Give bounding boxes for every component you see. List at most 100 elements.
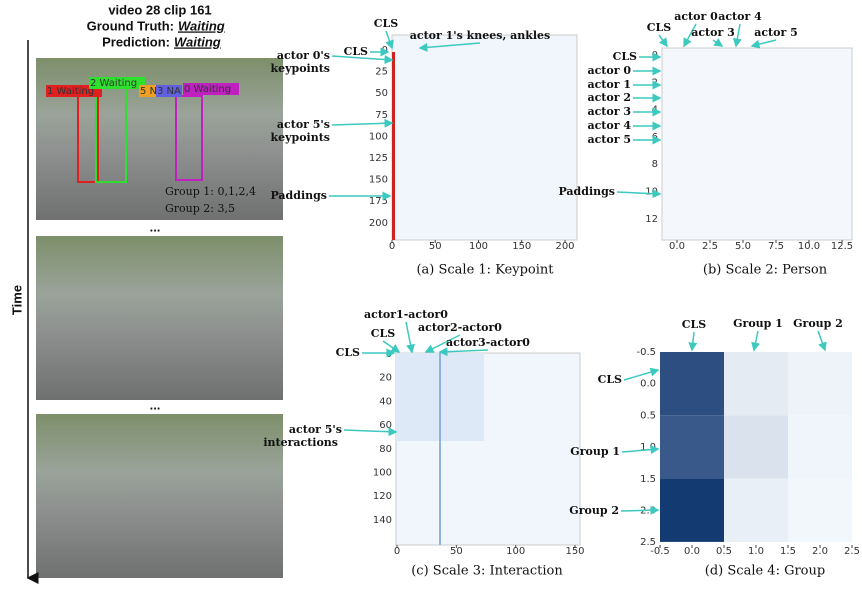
x-tick-label: 0.0 xyxy=(684,546,700,557)
box xyxy=(175,95,203,181)
annotation: actor 5's xyxy=(277,118,330,131)
x-tick-label: 0.0 xyxy=(669,241,685,252)
annotation-arrow xyxy=(424,334,461,353)
frame xyxy=(36,236,283,400)
annotation-arrow xyxy=(620,505,660,515)
annotation-arrow xyxy=(621,445,660,455)
x-tick-label: 150 xyxy=(565,546,584,557)
annotation-arrow xyxy=(683,23,697,48)
label-bg xyxy=(89,77,145,89)
y-tick-label: 0 xyxy=(652,50,658,61)
pred-label: Prediction: xyxy=(102,34,170,49)
annotation-arrow xyxy=(616,189,662,199)
caption: (d) Scale 4: Group xyxy=(705,564,825,579)
annotation: actor 5 xyxy=(587,133,631,146)
x-tick-label: 0 xyxy=(389,241,395,252)
y-tick-label: 125 xyxy=(369,153,388,164)
annotation-arrow xyxy=(623,367,660,381)
annotation-arrow xyxy=(385,30,394,50)
x-tick-label: 200 xyxy=(555,241,574,252)
y-tick-label: 0.5 xyxy=(640,410,656,421)
annotation: CLS xyxy=(682,318,706,331)
annotation-arrow xyxy=(418,42,481,52)
heatmaps xyxy=(391,34,853,546)
annotation: CLS xyxy=(374,17,398,30)
ellipsis: ... xyxy=(150,397,161,412)
annotation: Group 2 xyxy=(569,504,619,517)
x-tick-label: 2.5 xyxy=(844,546,860,557)
x-tick-label: 0 xyxy=(394,546,400,557)
heatmap-cell xyxy=(788,352,852,416)
y-tick-label: 6 xyxy=(652,132,658,143)
y-tick-label: 40 xyxy=(379,396,392,407)
caption: (b) Scale 2: Person xyxy=(703,263,828,278)
y-tick-label: 2.5 xyxy=(640,537,656,548)
pred: Waiting xyxy=(174,34,221,49)
annotation: CLS xyxy=(613,50,637,63)
heatmap-cell xyxy=(788,478,852,542)
annotation: CLS xyxy=(336,346,360,359)
y-tick-label: 150 xyxy=(369,175,388,186)
annotation-arrow xyxy=(750,39,777,49)
x-tick-label: 150 xyxy=(512,241,531,252)
annotation-arrow xyxy=(712,38,724,47)
annotation: actor 1's knees, ankles xyxy=(410,29,551,42)
y-tick-label: 140 xyxy=(373,515,392,526)
annotation: actor 4 xyxy=(587,119,631,132)
annotation: CLS xyxy=(344,45,368,58)
annotation-arrow xyxy=(751,330,760,352)
x-tick-label: 100 xyxy=(469,241,488,252)
y-tick-label: 120 xyxy=(373,491,392,502)
annotation: interactions xyxy=(263,436,338,449)
time-label: Time xyxy=(9,285,24,315)
annotation-arrow xyxy=(817,330,827,352)
annotation: actor3-actor0 xyxy=(446,336,530,349)
annotation: Group 1 xyxy=(733,317,783,330)
x-tick-label: 1.5 xyxy=(780,546,796,557)
y-tick-label: 25 xyxy=(375,67,388,78)
heatmap-keypoint xyxy=(391,34,578,241)
annotation-arrow xyxy=(658,34,668,48)
y-tick-label: 100 xyxy=(369,131,388,142)
x-tick-label: 12.5 xyxy=(831,241,853,252)
x-tick-label: 50 xyxy=(429,241,442,252)
annotation: actor 5's xyxy=(289,423,342,436)
y-tick-label: 0 xyxy=(382,45,388,56)
frame-label: 1 Waiting xyxy=(47,86,94,97)
label-bg xyxy=(183,83,239,95)
frame xyxy=(36,414,283,578)
frame-label: 3 NA xyxy=(157,86,181,97)
x-tick-label: 2.5 xyxy=(702,241,718,252)
annotation-arrow xyxy=(331,55,394,64)
group-text: Group 1: 0,1,2,4 xyxy=(165,185,256,198)
annotation-arrow xyxy=(438,347,489,357)
annotation: Paddings xyxy=(558,185,615,198)
label-bg xyxy=(156,85,182,97)
annotation: actor 2 xyxy=(587,91,631,104)
annotation: Group 2 xyxy=(793,317,843,330)
video-frames xyxy=(26,40,283,584)
annotation-arrow xyxy=(732,23,742,48)
annotation: keypoints xyxy=(271,131,331,144)
x-tick-label: 100 xyxy=(506,546,525,557)
x-tick-label: 1.0 xyxy=(748,546,764,557)
annotation: actor 0 xyxy=(587,64,631,77)
x-tick-label: 10.0 xyxy=(798,241,820,252)
y-tick-label: 80 xyxy=(379,444,392,455)
annotation: Paddings xyxy=(270,189,327,202)
y-tick-label: 10 xyxy=(645,187,658,198)
y-tick-label: 20 xyxy=(379,373,392,384)
y-tick-label: 2 xyxy=(652,77,658,88)
ellipsis: ... xyxy=(150,219,161,234)
annotation-arrow xyxy=(405,321,415,354)
y-tick-label: 0 xyxy=(386,349,392,360)
frame-label: 2 Waiting xyxy=(90,78,137,89)
annotation: Group 1 xyxy=(570,445,620,458)
heatmap-cell xyxy=(660,478,724,542)
annotation-arrow xyxy=(343,427,398,437)
annotation: actor 5 xyxy=(754,26,798,39)
heatmap-cell xyxy=(724,352,788,416)
annotation-arrow xyxy=(688,331,698,352)
annotation: CLS xyxy=(598,373,622,386)
